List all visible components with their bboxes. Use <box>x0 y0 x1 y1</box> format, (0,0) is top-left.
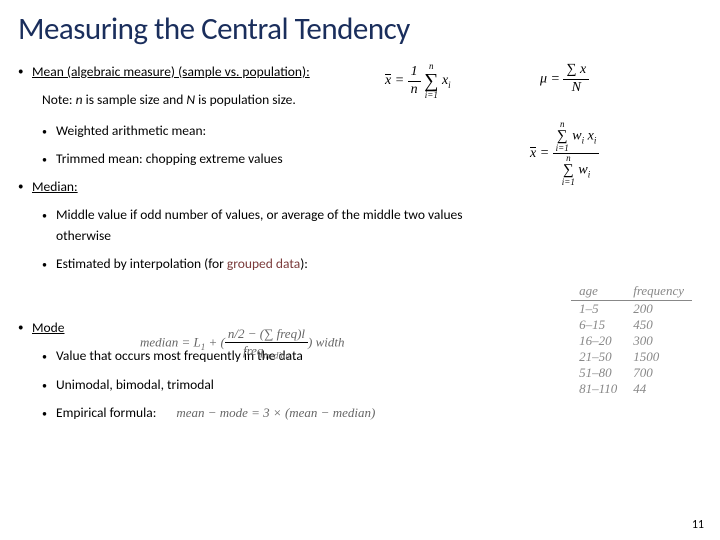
mean-sub2-row: • Trimmed mean: chopping extreme values <box>42 149 702 169</box>
table-row: 21–501500 <box>571 349 692 365</box>
median-sub2c: ): <box>300 255 308 272</box>
empirical-formula: mean − mode = 3 × (mean − median) <box>176 403 375 423</box>
sample-mean-formula: x = 1n n∑i=1 xi <box>385 62 451 100</box>
note-prefix: Note: <box>42 91 76 108</box>
bullet-dot-icon: • <box>42 149 56 169</box>
mean-sub1: Weighted arithmetic mean: <box>56 121 206 141</box>
table-row: 51–80700 <box>571 365 692 381</box>
frequency-table: age frequency 1–52006–1545016–2030021–50… <box>571 282 692 397</box>
bullet-dot-icon: • <box>18 62 32 82</box>
table-cell-frequency: 44 <box>625 381 692 397</box>
table-cell-frequency: 700 <box>625 365 692 381</box>
median-sub2: Estimated by interpolation (for grouped … <box>56 254 308 274</box>
bullet-dot-icon: • <box>42 375 56 395</box>
table-cell-age: 6–15 <box>571 317 625 333</box>
median-heading-row: • Median: <box>18 177 702 197</box>
note-end: is population size. <box>195 91 296 108</box>
bullet-dot-icon: • <box>42 346 56 366</box>
mode-sub2: Unimodal, bimodal, trimodal <box>56 375 214 395</box>
mean-sub2: Trimmed mean: chopping extreme values <box>56 149 283 169</box>
note-n: n <box>76 91 83 108</box>
table-cell-frequency: 300 <box>625 333 692 349</box>
median-sub1-row: • Middle value if odd number of values, … <box>42 205 502 246</box>
median-sub2b: grouped data <box>227 255 300 272</box>
median-interp-formula: median = L1 + (n/2 − (∑ freq)lfreqmedian… <box>140 326 345 361</box>
mean-note: Note: n is sample size and N is populati… <box>42 90 702 110</box>
mean-heading: Mean (algebraic measure) (sample vs. pop… <box>32 62 310 82</box>
weighted-mean-formula: x = n∑i=1 wi xi n∑i=1 wi <box>530 120 599 187</box>
slide-title: Measuring the Central Tendency <box>18 10 702 48</box>
bullet-dot-icon: • <box>18 318 32 338</box>
table-cell-frequency: 450 <box>625 317 692 333</box>
bullet-dot-icon: • <box>42 205 56 246</box>
median-sub2a: Estimated by interpolation (for <box>56 255 227 272</box>
bullet-dot-icon: • <box>42 254 56 274</box>
median-sub1: Middle value if odd number of values, or… <box>56 205 502 246</box>
bullet-dot-icon: • <box>18 177 32 197</box>
mode-sub3-row: • Empirical formula: mean − mode = 3 × (… <box>42 403 702 423</box>
table-cell-age: 16–20 <box>571 333 625 349</box>
mean-sub1-row: • Weighted arithmetic mean: <box>42 121 702 141</box>
mode-sub3: Empirical formula: <box>56 403 156 423</box>
table-cell-age: 1–5 <box>571 301 625 318</box>
mode-heading: Mode <box>32 318 64 338</box>
table-cell-frequency: 200 <box>625 301 692 318</box>
bullet-dot-icon: • <box>42 403 56 423</box>
table-header-frequency: frequency <box>625 282 692 301</box>
population-mean-formula: μ = ∑ xN <box>540 62 589 97</box>
table-header-age: age <box>571 282 625 301</box>
table-row: 6–15450 <box>571 317 692 333</box>
table-cell-age: 81–110 <box>571 381 625 397</box>
table-cell-age: 21–50 <box>571 349 625 365</box>
table-row: 16–20300 <box>571 333 692 349</box>
page-number: 11 <box>692 518 704 532</box>
median-sub2-row: • Estimated by interpolation (for groupe… <box>42 254 702 274</box>
median-heading: Median: <box>32 177 78 197</box>
table-cell-age: 51–80 <box>571 365 625 381</box>
table-row: 81–11044 <box>571 381 692 397</box>
note-mid: is sample size and <box>83 91 187 108</box>
table-row: 1–5200 <box>571 301 692 318</box>
table-cell-frequency: 1500 <box>625 349 692 365</box>
bullet-dot-icon: • <box>42 121 56 141</box>
mean-heading-row: • Mean (algebraic measure) (sample vs. p… <box>18 62 702 82</box>
note-bigN: N <box>186 91 195 108</box>
